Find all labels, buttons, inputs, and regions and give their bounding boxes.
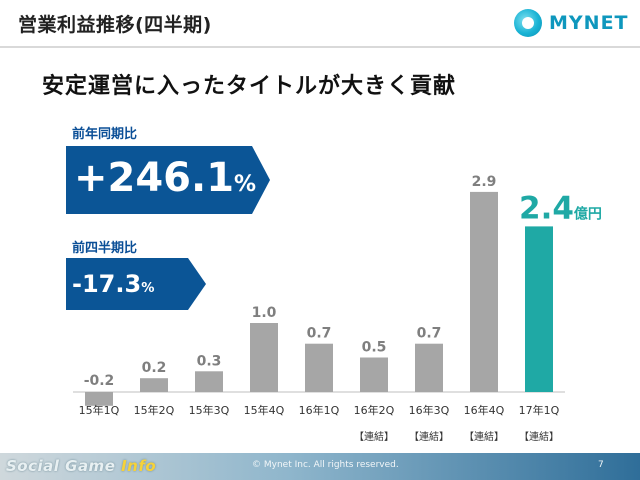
bar-1 bbox=[140, 378, 168, 392]
qoq-arrow-box: -17.3% bbox=[66, 258, 206, 310]
page-number: 7 bbox=[598, 460, 604, 470]
footer-brand: Social Game Info bbox=[6, 457, 156, 475]
category-sublabel-5: 【連結】 bbox=[354, 430, 394, 443]
bar-value-label-7: 2.9 bbox=[472, 174, 497, 190]
yoy-arrow-box: +246.1% bbox=[66, 146, 270, 214]
slide-footer: Social Game Info © Mynet Inc. All rights… bbox=[0, 453, 640, 480]
logo-text: MYNET bbox=[549, 12, 629, 34]
yoy-label: 前年同期比 bbox=[72, 127, 138, 142]
bar-value-label-2: 0.3 bbox=[197, 353, 222, 369]
category-label-4: 16年1Q bbox=[299, 403, 340, 417]
yoy-value-wrap: +246.1% bbox=[74, 155, 256, 201]
company-logo: MYNET bbox=[514, 8, 629, 38]
category-label-7: 16年4Q bbox=[464, 403, 505, 417]
footer-brand-b: Info bbox=[121, 457, 157, 475]
bar-value-label-0: -0.2 bbox=[84, 373, 115, 389]
qoq-label: 前四半期比 bbox=[72, 241, 138, 256]
footer-copyright: © Mynet Inc. All rights reserved. bbox=[252, 460, 399, 470]
qoq-value: -17.3 bbox=[72, 270, 142, 298]
qoq-unit: % bbox=[141, 281, 155, 296]
slide-title: 営業利益推移(四半期) bbox=[18, 14, 212, 36]
bar-8 bbox=[525, 226, 553, 392]
category-sublabel-8: 【連結】 bbox=[519, 430, 559, 443]
slide-headline: 安定運営に入ったタイトルが大きく貢献 bbox=[42, 74, 457, 99]
bar-0 bbox=[85, 392, 113, 406]
yoy-value: +246.1 bbox=[74, 155, 235, 201]
bar-value-label-3: 1.0 bbox=[252, 305, 277, 321]
bar-5 bbox=[360, 357, 388, 392]
slide-header: 営業利益推移(四半期) MYNET bbox=[0, 0, 640, 46]
category-sublabel-7: 【連結】 bbox=[464, 430, 504, 443]
qoq-value-wrap: -17.3% bbox=[72, 270, 154, 298]
bar-value-label-8: 2.4億円 bbox=[519, 190, 602, 226]
yoy-unit: % bbox=[234, 172, 257, 197]
bar-value-label-5: 0.5 bbox=[362, 340, 387, 356]
category-label-3: 15年4Q bbox=[244, 403, 285, 417]
category-label-0: 15年1Q bbox=[79, 403, 120, 417]
footer-brand-a: Social Game bbox=[6, 457, 122, 475]
bar-value-label-4: 0.7 bbox=[307, 326, 332, 342]
category-label-8: 17年1Q bbox=[519, 403, 560, 417]
bar-3 bbox=[250, 323, 278, 392]
category-label-1: 15年2Q bbox=[134, 403, 175, 417]
category-label-5: 16年2Q bbox=[354, 403, 395, 417]
bar-7 bbox=[470, 191, 498, 392]
bar-6 bbox=[415, 343, 443, 392]
bar-2 bbox=[195, 371, 223, 392]
category-label-2: 15年3Q bbox=[189, 403, 230, 417]
bar-4 bbox=[305, 343, 333, 392]
category-sublabel-6: 【連結】 bbox=[409, 430, 449, 443]
bar-value-label-6: 0.7 bbox=[417, 326, 442, 342]
logo-circle-icon bbox=[514, 9, 542, 37]
category-label-6: 16年3Q bbox=[409, 403, 450, 417]
bar-value-label-1: 0.2 bbox=[142, 360, 167, 376]
header-divider bbox=[0, 46, 640, 48]
